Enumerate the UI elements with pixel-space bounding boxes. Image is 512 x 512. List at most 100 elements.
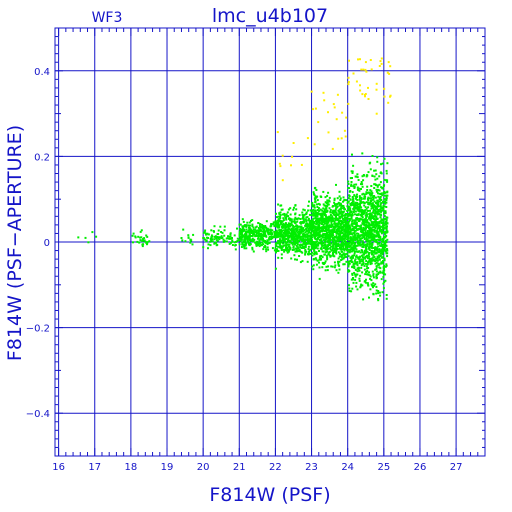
data-point	[213, 225, 216, 228]
data-point	[330, 265, 333, 268]
data-point	[286, 246, 289, 249]
data-point	[368, 252, 371, 254]
data-point	[337, 225, 340, 228]
data-point	[322, 242, 325, 244]
data-point	[313, 237, 316, 240]
data-point	[269, 228, 272, 231]
data-point	[358, 220, 361, 223]
data-point	[380, 248, 383, 251]
data-point	[84, 236, 87, 239]
data-point	[231, 237, 233, 239]
data-point	[377, 204, 379, 206]
data-point	[284, 216, 287, 219]
data-point	[349, 239, 351, 242]
data-point	[280, 235, 283, 238]
data-point	[280, 257, 283, 260]
data-point	[384, 210, 387, 213]
data-point	[371, 270, 374, 273]
data-point	[363, 232, 366, 235]
data-point	[358, 239, 361, 242]
data-point	[301, 211, 304, 214]
data-point	[180, 237, 183, 239]
data-point	[383, 205, 386, 208]
data-point	[245, 228, 248, 231]
data-point	[296, 249, 299, 252]
data-point	[277, 218, 280, 221]
data-point	[333, 209, 336, 212]
data-point	[313, 214, 316, 217]
data-point	[352, 236, 355, 239]
data-point	[366, 185, 369, 188]
data-point	[355, 285, 358, 288]
data-point	[319, 234, 322, 237]
data-point	[308, 242, 311, 245]
data-point	[265, 229, 268, 232]
data-point	[371, 236, 374, 239]
data-point	[275, 242, 278, 245]
data-point	[289, 247, 292, 250]
data-point	[336, 230, 339, 233]
data-point	[367, 233, 370, 236]
data-point	[332, 226, 335, 229]
data-point	[244, 236, 247, 239]
data-point	[77, 236, 80, 239]
data-point	[340, 204, 343, 206]
data-point	[223, 234, 226, 237]
data-point	[248, 227, 251, 230]
data-point	[306, 233, 309, 236]
data-point	[343, 253, 346, 256]
data-point	[207, 237, 210, 239]
data-point	[337, 232, 340, 235]
data-point	[362, 229, 365, 232]
y-tick-label: −0.2	[26, 324, 50, 335]
data-point	[362, 209, 364, 212]
data-point	[378, 192, 381, 195]
data-point	[182, 228, 185, 231]
data-point	[369, 240, 372, 243]
data-point	[313, 235, 316, 238]
data-point	[202, 231, 205, 234]
data-point	[380, 218, 383, 221]
data-point	[316, 206, 319, 208]
data-point	[365, 265, 368, 268]
data-point	[343, 263, 346, 266]
data-point	[311, 209, 314, 212]
data-point	[313, 222, 316, 225]
data-point	[189, 241, 192, 244]
data-point	[254, 235, 257, 238]
x-axis-label: F814W (PSF)	[209, 484, 330, 506]
data-point	[320, 240, 323, 242]
data-point	[362, 213, 365, 216]
data-point	[343, 249, 346, 252]
data-point	[353, 250, 356, 253]
data-point	[355, 250, 357, 253]
data-point	[366, 257, 369, 260]
data-point	[251, 234, 254, 237]
data-point	[325, 250, 328, 253]
data-point	[207, 243, 210, 246]
data-point	[245, 247, 248, 250]
data-point	[304, 234, 307, 236]
data-point	[322, 226, 324, 229]
data-point	[368, 246, 371, 249]
data-point	[376, 199, 379, 202]
data-point	[305, 212, 308, 215]
data-point	[337, 257, 340, 260]
data-point	[368, 217, 370, 220]
data-point	[355, 197, 357, 200]
data-point	[343, 198, 346, 201]
data-point	[375, 215, 378, 218]
data-point	[294, 247, 297, 250]
data-point	[368, 247, 371, 250]
data-point	[370, 213, 373, 216]
data-point	[298, 255, 301, 257]
data-point	[341, 238, 344, 241]
data-point	[348, 217, 351, 220]
data-point	[299, 261, 302, 264]
data-point	[260, 234, 263, 237]
data-point	[376, 202, 379, 205]
data-point	[382, 246, 384, 249]
data-point	[214, 242, 217, 244]
data-point	[338, 190, 341, 193]
data-point	[253, 230, 256, 233]
